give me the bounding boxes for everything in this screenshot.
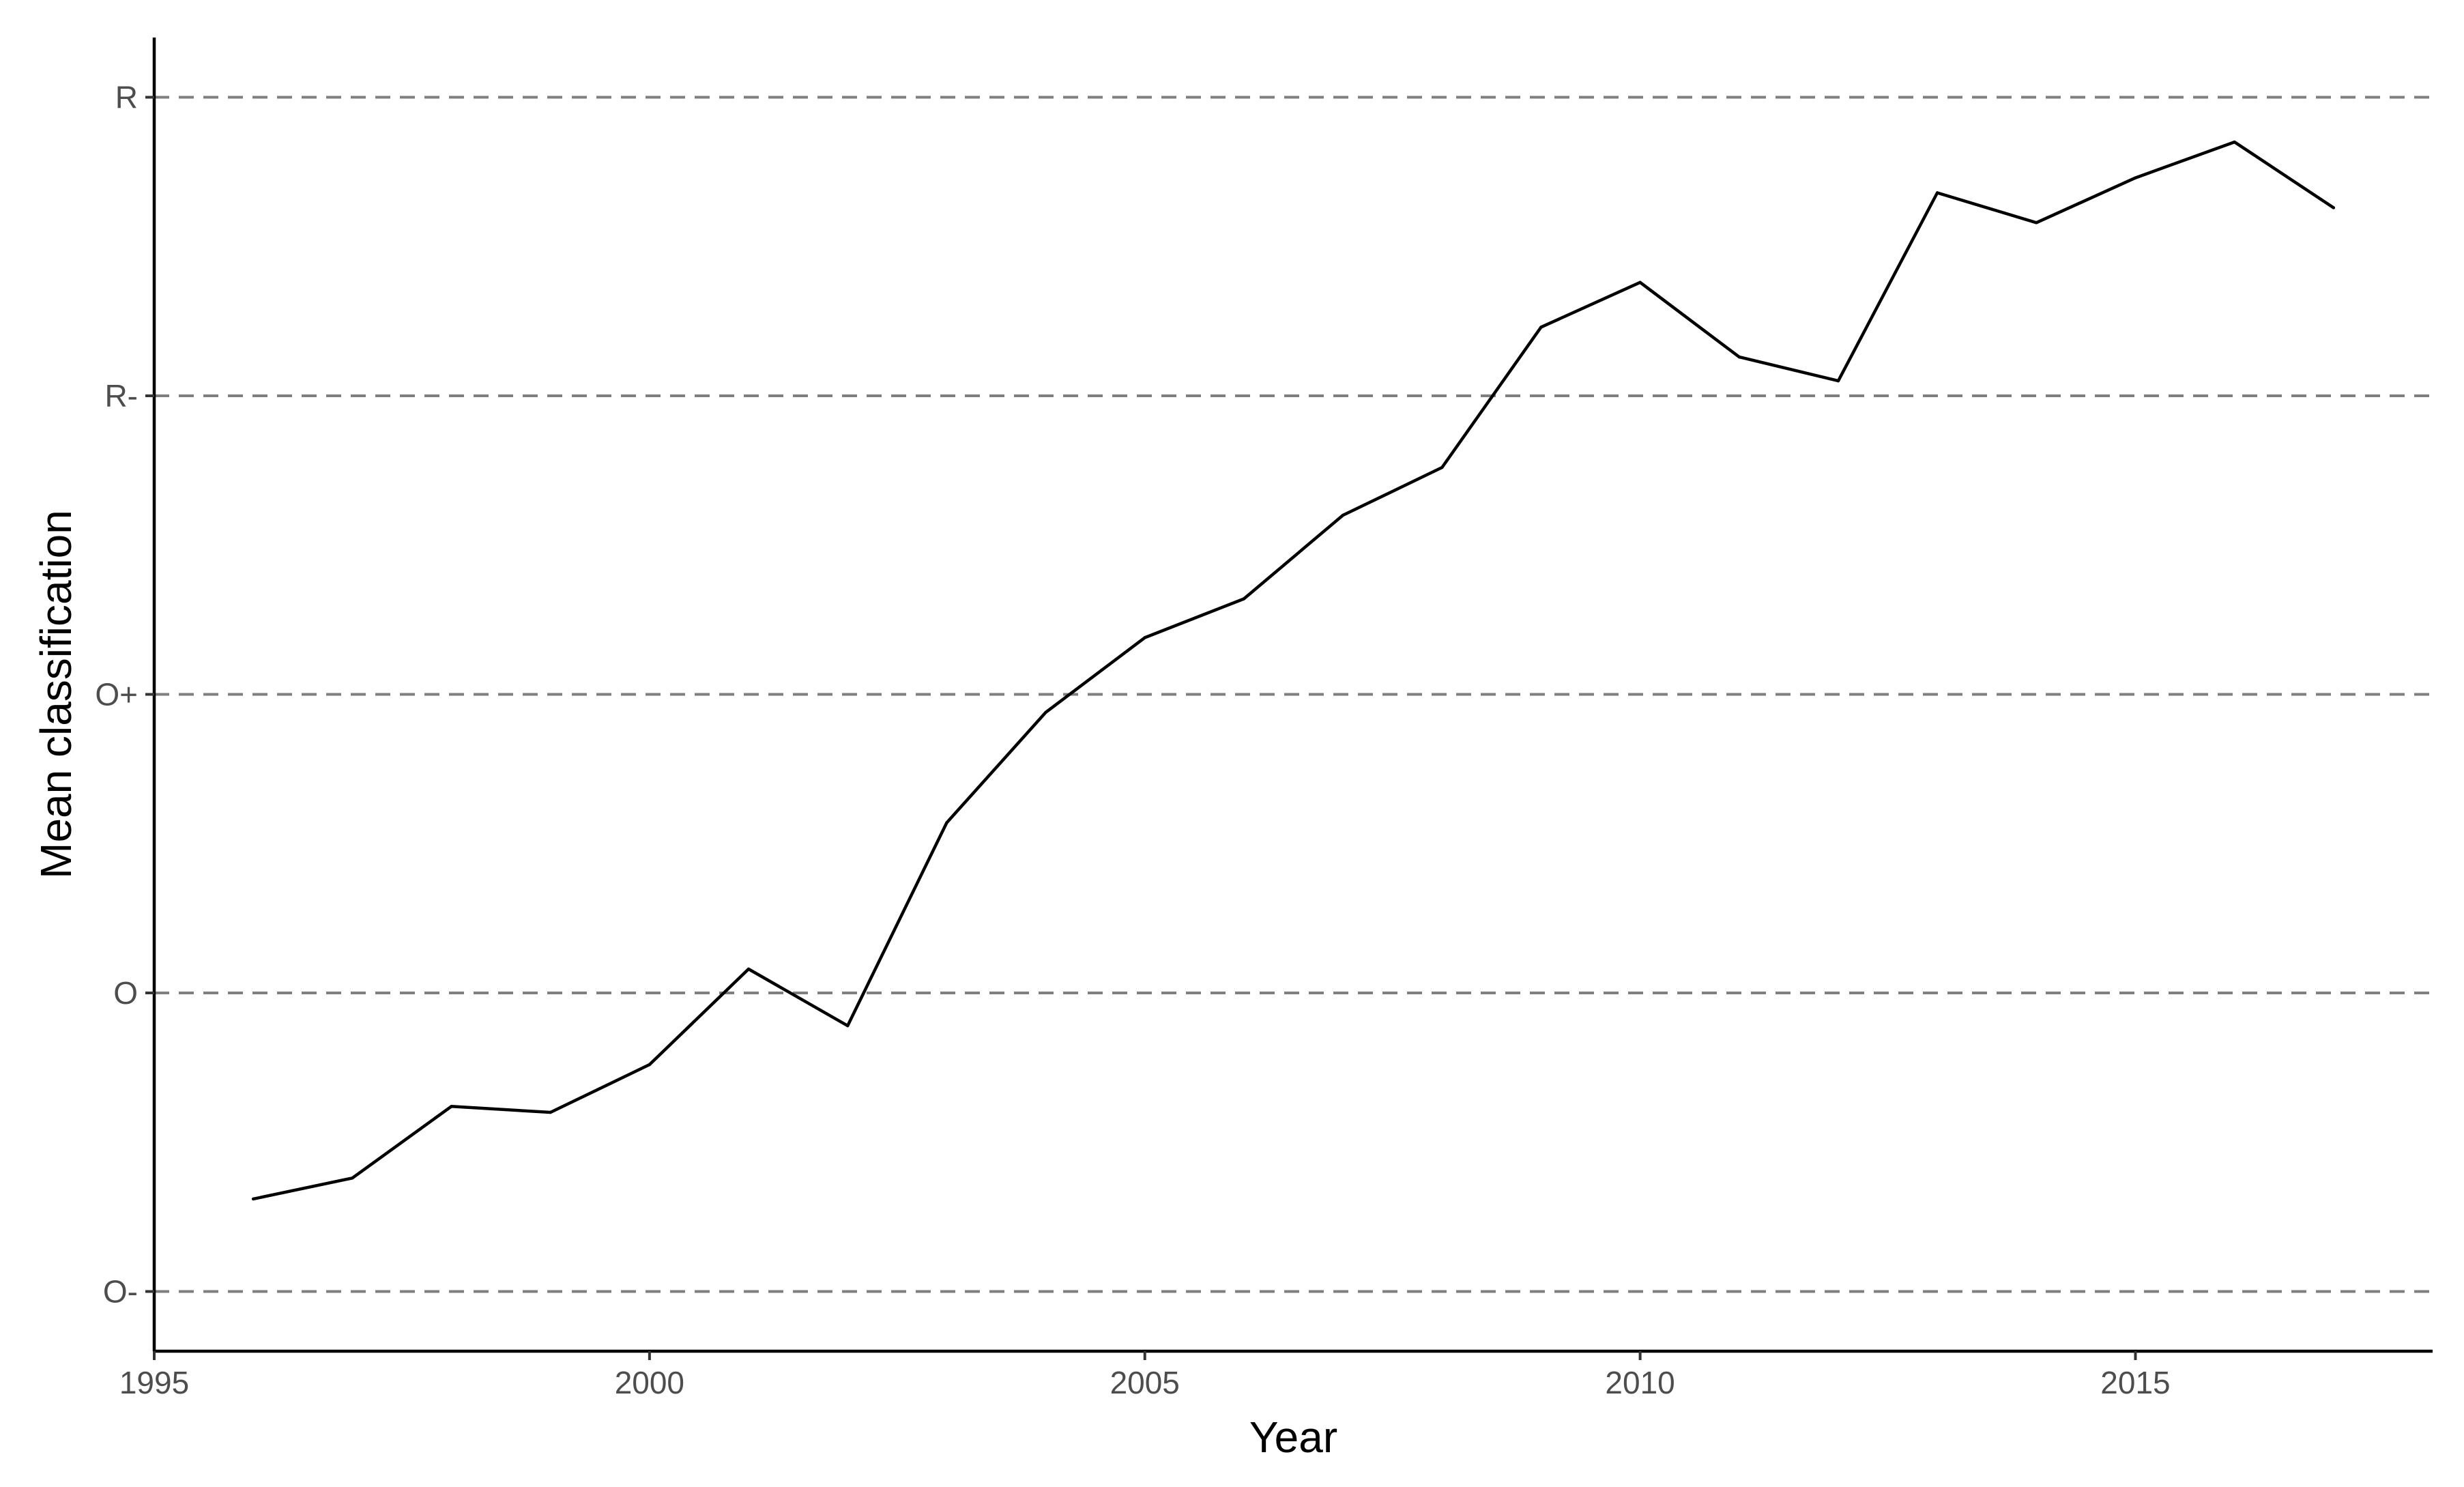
- x-tick-label: 2000: [615, 1365, 684, 1400]
- y-axis-ticks: O- O O+ R- R: [95, 80, 154, 1310]
- x-tick-label: 2010: [1605, 1365, 1675, 1400]
- data-point-2006: [1242, 597, 1246, 601]
- data-point-2000: [648, 1063, 652, 1067]
- data-point-2010: [1638, 280, 1642, 284]
- y-axis-title: Mean classification: [31, 510, 81, 879]
- y-tick-label: R: [115, 80, 138, 115]
- x-axis-ticks: 1995 2000 2005 2010 2015: [119, 1351, 2171, 1400]
- data-point-1999: [549, 1110, 552, 1114]
- series-line: [251, 140, 2336, 1201]
- data-point-1996: [251, 1197, 255, 1201]
- data-point-2013: [1935, 191, 1939, 194]
- series-layer: [251, 140, 2336, 1201]
- data-point-2017: [2332, 206, 2336, 210]
- data-point-2008: [1440, 465, 1444, 470]
- data-point-2009: [1539, 326, 1543, 329]
- y-tick-label: O: [113, 975, 138, 1011]
- data-point-2016: [2233, 140, 2236, 144]
- data-point-2014: [2035, 221, 2038, 225]
- y-tick-label: O-: [103, 1274, 138, 1310]
- data-point-1997: [351, 1176, 354, 1180]
- x-tick-label: 1995: [119, 1365, 189, 1400]
- data-point-2011: [1737, 355, 1741, 359]
- data-point-2003: [945, 821, 948, 824]
- data-point-2015: [2134, 176, 2137, 179]
- x-axis-title: Year: [1249, 1413, 1337, 1462]
- data-point-2005: [1143, 636, 1146, 639]
- x-tick-label: 2015: [2100, 1365, 2170, 1400]
- data-point-2004: [1044, 710, 1047, 714]
- data-point-2001: [747, 967, 751, 971]
- data-point-2007: [1341, 513, 1345, 517]
- data-point-2012: [1836, 379, 1840, 383]
- data-point-1998: [450, 1105, 453, 1108]
- gridlines: [154, 96, 2433, 1293]
- y-tick-label: R-: [104, 378, 138, 414]
- x-tick-label: 2005: [1110, 1365, 1180, 1400]
- data-point-2002: [846, 1024, 850, 1028]
- y-tick-label: O+: [95, 677, 138, 712]
